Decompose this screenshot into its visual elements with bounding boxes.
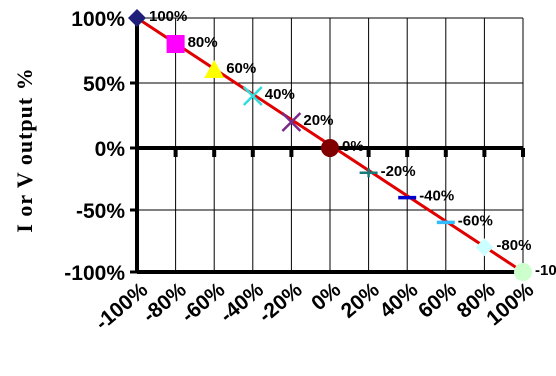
y-tick-label: -100% — [64, 262, 125, 285]
x-tick-label: 60% — [414, 278, 461, 323]
x-tick-label: -60% — [177, 278, 230, 327]
data-label: -20% — [381, 163, 416, 180]
data-label: 100% — [149, 8, 187, 25]
data-label: -100% — [535, 262, 556, 279]
data-point — [166, 35, 185, 53]
data-points — [128, 9, 532, 281]
data-point — [359, 168, 378, 178]
data-label: -60% — [458, 212, 493, 229]
y-axis-label: I or V output % — [12, 67, 37, 232]
data-point — [514, 263, 532, 281]
data-label: 80% — [188, 34, 218, 51]
y-tick-label: 100% — [71, 8, 125, 31]
data-label: 20% — [303, 112, 333, 129]
data-label: -40% — [419, 188, 454, 205]
data-point — [281, 112, 302, 132]
data-label: -80% — [496, 237, 531, 254]
data-point — [242, 86, 263, 106]
x-tick-label: -40% — [216, 278, 269, 327]
data-point — [475, 238, 494, 257]
y-tick-label: 0% — [95, 138, 126, 161]
x-tick-label: 20% — [337, 278, 384, 323]
data-label: 60% — [226, 60, 256, 77]
data-point — [321, 139, 339, 157]
data-label: 0% — [342, 138, 364, 155]
x-tick-labels: -100%-80%-60%-40%-20% 0%20%40%60%80%100% — [91, 278, 539, 335]
x-tick-label: -20% — [254, 278, 307, 327]
data-labels: 100%80% 60% 40% 20% 0% -20%-40%-60%-80%-100% — [149, 8, 556, 279]
x-tick-label: -80% — [138, 278, 191, 327]
y-tick-label: -50% — [76, 200, 125, 223]
data-label: 40% — [265, 86, 295, 103]
y-tick-labels: -100% -50% 0% 50% 100% — [64, 8, 125, 285]
y-tick-label: 50% — [83, 73, 125, 96]
data-point — [128, 9, 146, 27]
data-point — [204, 60, 225, 78]
x-tick-label: 40% — [375, 278, 422, 323]
